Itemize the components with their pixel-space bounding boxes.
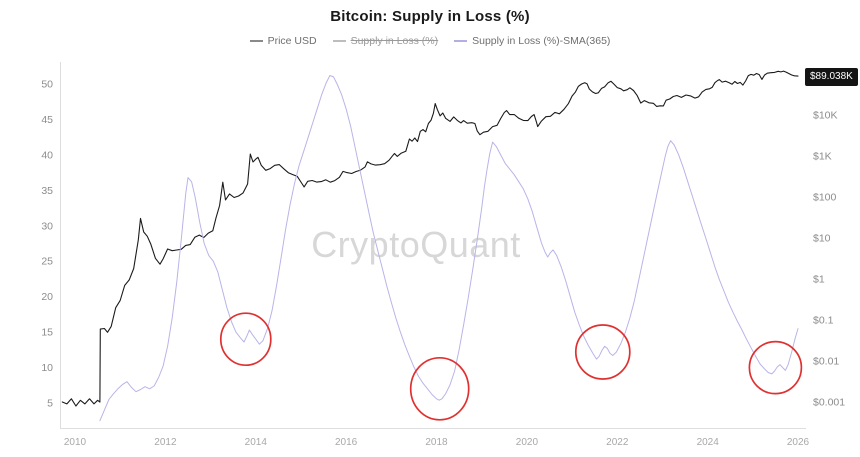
legend-item-price-usd[interactable]: Price USD: [249, 35, 317, 47]
series-line-supply-in-loss-sma: [99, 75, 799, 422]
watermark: CryptoQuant: [311, 224, 521, 265]
legend-swatch-price-usd: [249, 40, 263, 42]
left-tick-label: 30: [41, 220, 53, 232]
left-tick-label: 35: [41, 185, 53, 197]
left-tick-label: 25: [41, 256, 53, 268]
legend-label-supply-in-loss-sma: Supply in Loss (%)-SMA(365): [472, 35, 611, 47]
right-tick-label: $10K: [813, 110, 838, 122]
legend-swatch-supply-in-loss-sma: [454, 40, 468, 42]
highlight-circle: [409, 356, 470, 421]
legend-label-price-usd: Price USD: [267, 35, 317, 47]
x-tick-label: 2018: [425, 437, 448, 448]
left-tick-label: 20: [41, 291, 53, 303]
right-tick-label: $0.001: [813, 397, 845, 409]
chart-title: Bitcoin: Supply in Loss (%): [330, 8, 530, 25]
legend-item-supply-in-loss[interactable]: Supply in Loss (%): [332, 35, 439, 47]
x-tick-label: 2010: [64, 437, 87, 448]
legend-swatch-supply-in-loss: [332, 40, 346, 42]
highlight-circle: [219, 312, 272, 367]
series-line-price-usd: [61, 70, 799, 407]
x-tick-label: 2022: [606, 437, 629, 448]
right-tick-label: $1: [813, 274, 825, 286]
left-tick-label: 15: [41, 327, 53, 339]
x-tick-label: 2014: [245, 437, 268, 448]
x-tick-label: 2012: [154, 437, 177, 448]
x-tick-label: 2024: [697, 437, 720, 448]
legend-label-supply-in-loss: Supply in Loss (%): [350, 35, 439, 47]
left-tick-label: 45: [41, 114, 53, 126]
right-tick-label: $10: [813, 233, 831, 245]
left-tick-label: 10: [41, 362, 53, 374]
left-tick-label: 50: [41, 79, 53, 91]
highlight-circle: [574, 324, 631, 380]
chart-legend: Price USD Supply in Loss (%) Supply in L…: [0, 35, 860, 47]
right-tick-label: $0.01: [813, 356, 839, 368]
highlight-circle: [748, 340, 803, 395]
x-tick-label: 2026: [787, 437, 810, 448]
right-tick-label: $100: [813, 192, 837, 204]
x-tick-label: 2020: [516, 437, 539, 448]
right-tick-label: $0.1: [813, 315, 834, 327]
current-price-badge: $89.038K: [805, 68, 858, 86]
right-tick-label: $1K: [813, 151, 832, 163]
left-tick-label: 40: [41, 149, 53, 161]
x-tick-label: 2016: [335, 437, 358, 448]
legend-item-supply-in-loss-sma[interactable]: Supply in Loss (%)-SMA(365): [454, 35, 610, 47]
left-tick-label: 5: [47, 398, 53, 410]
